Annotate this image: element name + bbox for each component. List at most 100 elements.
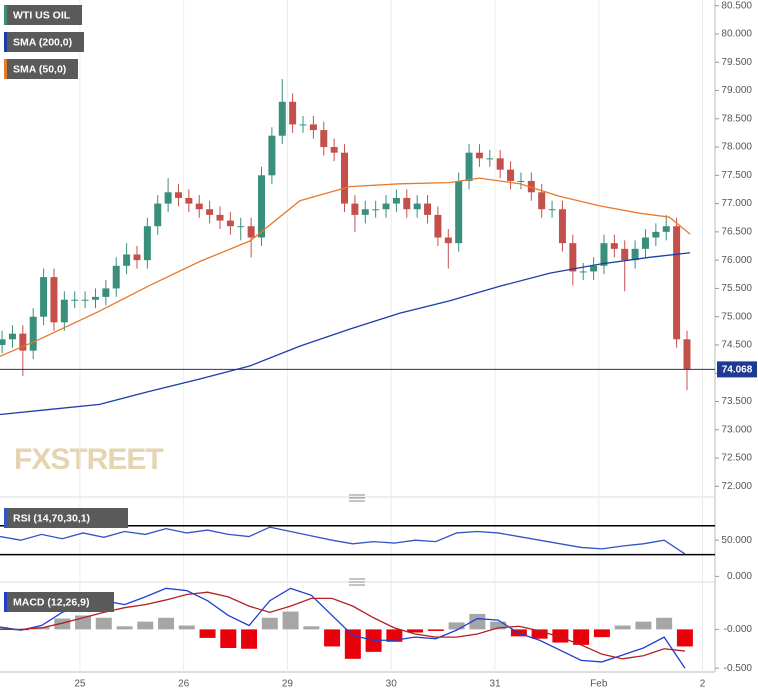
- candle-body: [258, 175, 266, 238]
- legend-swatch: [4, 508, 7, 528]
- candle-body: [8, 333, 16, 340]
- candle-body: [91, 296, 99, 300]
- candle-body: [185, 197, 193, 204]
- sma-line: [0, 252, 691, 416]
- histogram-bar: [158, 617, 175, 630]
- candle-body: [403, 197, 411, 210]
- x-tick-label: 2: [700, 679, 706, 690]
- candle-body: [673, 226, 681, 340]
- legend-swatch: [4, 32, 7, 52]
- legend-box[interactable]: [4, 5, 82, 25]
- panel-handle[interactable]: [349, 494, 365, 502]
- candle-body: [507, 169, 515, 181]
- candle-body: [71, 299, 79, 301]
- y-tick-label: 76.500: [721, 227, 752, 238]
- y-tick-label: 80.500: [721, 0, 752, 11]
- candle-body: [216, 214, 224, 221]
- rsi-line: [0, 526, 686, 555]
- y-tick-label: 50.000: [721, 535, 752, 546]
- candle-body: [444, 237, 452, 244]
- candle-body: [434, 214, 442, 238]
- y-tick-label: 78.000: [721, 142, 752, 153]
- candle-body: [164, 192, 172, 204]
- candle-body: [538, 192, 546, 210]
- x-tick-label: 26: [178, 679, 190, 690]
- candle-body: [330, 147, 338, 153]
- histogram-bar: [490, 621, 507, 630]
- candle-body: [143, 226, 151, 261]
- legend-swatch: [4, 592, 7, 612]
- last-price-label: 74.068: [722, 365, 753, 376]
- histogram-bar: [54, 618, 71, 630]
- candle-body: [112, 265, 120, 289]
- y-tick-label: 72.000: [721, 481, 752, 492]
- histogram-bar: [241, 629, 258, 649]
- histogram-bar: [386, 629, 403, 642]
- candle-body: [579, 271, 587, 273]
- watermark: FXSTREET: [14, 443, 163, 476]
- histogram-bar: [324, 629, 341, 647]
- y-tick-label: 0.000: [727, 571, 752, 582]
- histogram-bar: [199, 629, 216, 638]
- candle-body: [247, 226, 255, 238]
- y-tick-label: 74.500: [721, 340, 752, 351]
- y-tick-label: 75.000: [721, 311, 752, 322]
- legend-swatch: [4, 5, 7, 25]
- histogram-bar: [344, 629, 361, 659]
- legend-box[interactable]: [4, 508, 128, 528]
- candle-body: [569, 243, 577, 272]
- legend-box[interactable]: [4, 592, 114, 612]
- legend-box[interactable]: [4, 32, 84, 52]
- x-tick-label: Feb: [590, 679, 608, 690]
- candle-body: [226, 220, 234, 227]
- candle-body: [600, 243, 608, 266]
- panel-title: RSI (14,70,30,1): [13, 512, 90, 524]
- candle-body: [309, 124, 317, 131]
- candle-body: [268, 135, 276, 176]
- legend-label: SMA (50,0): [13, 63, 66, 75]
- x-tick-label: 29: [282, 679, 294, 690]
- x-tick-label: 31: [489, 679, 501, 690]
- histogram-bar: [282, 611, 299, 630]
- candle-body: [631, 248, 639, 261]
- histogram-bar: [469, 613, 486, 630]
- candle-body: [81, 299, 89, 301]
- candle-body: [60, 299, 68, 323]
- candle-body: [413, 203, 421, 210]
- candle-body: [621, 248, 629, 261]
- y-tick-label: 80.000: [721, 29, 752, 40]
- panel-handle[interactable]: [349, 578, 365, 586]
- candle-body: [424, 203, 432, 215]
- candle-body: [123, 254, 131, 266]
- candle-body: [320, 130, 328, 148]
- sma-line: [0, 177, 691, 357]
- histogram-bar: [178, 625, 195, 630]
- candle-body: [341, 152, 349, 204]
- candle-body: [299, 124, 307, 126]
- histogram-bar: [635, 621, 652, 630]
- histogram-bar: [116, 626, 133, 630]
- y-tick-label: 75.500: [721, 283, 752, 294]
- candle-body: [662, 226, 670, 232]
- candle-body: [548, 209, 556, 211]
- candle-body: [278, 101, 286, 136]
- candle-body: [652, 231, 660, 238]
- panel-title: MACD (12,26,9): [13, 596, 89, 608]
- y-tick-label: 77.500: [721, 170, 752, 181]
- histogram-bar: [261, 617, 278, 630]
- y-tick-label: 79.000: [721, 85, 752, 96]
- candle-body: [29, 316, 37, 351]
- candle-body: [174, 192, 182, 198]
- candle-body: [496, 158, 504, 170]
- last-price-box: [717, 361, 757, 378]
- legend-box[interactable]: [4, 59, 78, 79]
- candle-body: [133, 254, 141, 261]
- macd-line: [0, 587, 686, 669]
- y-tick-label: 72.500: [721, 453, 752, 464]
- candle-body: [372, 209, 380, 211]
- histogram-bar: [593, 629, 610, 638]
- candle-body: [102, 288, 110, 297]
- candle-body: [475, 152, 483, 159]
- histogram-bar: [427, 629, 444, 631]
